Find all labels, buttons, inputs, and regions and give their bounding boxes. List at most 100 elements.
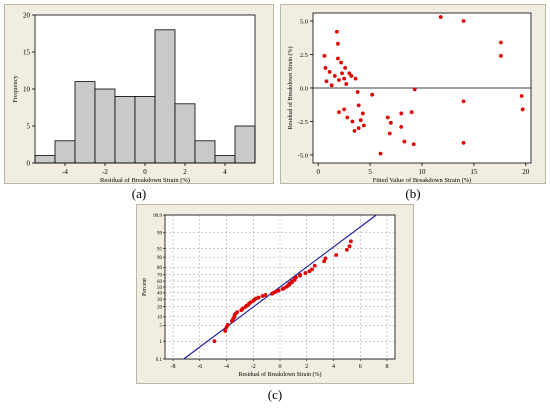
data-point — [298, 272, 302, 277]
y-tick-label: 5 — [27, 123, 31, 131]
histogram-bar — [114, 96, 136, 164]
data-point — [461, 19, 466, 23]
data-point — [347, 71, 352, 76]
data-point — [263, 293, 268, 297]
data-point — [225, 322, 230, 327]
x-tick-label: -8 — [171, 364, 176, 370]
x-tick-label: 0 — [279, 364, 282, 370]
y-tick-label: 60 — [157, 280, 163, 285]
y-tick-label: 80 — [157, 266, 163, 271]
histogram-bar — [234, 125, 256, 164]
data-point — [347, 244, 352, 249]
y-tick-label: 0 — [27, 160, 31, 168]
data-point — [388, 120, 393, 125]
data-point — [235, 310, 240, 315]
y-tick-label: 10 — [157, 316, 163, 321]
data-point — [411, 142, 416, 147]
y-tick-label: 0.1 — [156, 358, 163, 363]
y-tick-label: 99.9 — [153, 214, 162, 219]
data-point — [356, 103, 361, 108]
x-tick-label: -2 — [102, 168, 108, 176]
y-tick-label: 1 — [160, 340, 163, 345]
y-tick-label: 99 — [157, 232, 163, 237]
data-point — [399, 111, 404, 116]
data-point — [519, 94, 524, 98]
data-point — [370, 92, 375, 97]
y-axis-label: Residual of Breakdown Strain (%) — [287, 47, 294, 130]
data-point — [344, 247, 349, 252]
data-point — [336, 41, 340, 46]
data-point — [322, 53, 327, 58]
data-point — [303, 271, 308, 275]
histogram-bar — [174, 103, 196, 164]
y-tick-label: 2.5 — [300, 52, 308, 59]
data-point — [334, 253, 339, 257]
data-point — [342, 76, 347, 81]
histogram-bar — [54, 140, 76, 164]
data-point — [461, 99, 466, 104]
y-tick-label: -2.5 — [298, 119, 308, 126]
y-tick-label: 5.0 — [300, 19, 308, 26]
data-point — [343, 66, 348, 70]
data-point — [327, 70, 332, 74]
y-axis-label: Frequency — [12, 75, 19, 103]
data-point — [355, 90, 360, 94]
y-tick-label: 50 — [157, 286, 163, 291]
data-point — [323, 256, 328, 261]
histogram-bar — [134, 96, 156, 164]
data-point — [349, 74, 354, 78]
data-point — [323, 66, 328, 70]
data-point — [322, 259, 327, 264]
x-tick-label: 2 — [305, 364, 308, 370]
data-point — [310, 267, 314, 272]
panel-label-a: (a) — [131, 186, 147, 201]
data-point — [498, 53, 503, 58]
data-point — [498, 40, 503, 45]
residual-vs-fitted-panel: -5.0 -2.5 0.0 2.5 5.0 0 5 10 15 20 Fitted Value of… — [280, 4, 546, 184]
histogram-bar — [154, 29, 176, 164]
x-axis-label: Residual of Breakdown Strain (%) — [100, 177, 190, 184]
x-axis-label: Fitted Value of Breakdown Strain (%) — [373, 177, 472, 184]
y-tick-label: 0.0 — [300, 86, 308, 93]
y-tick-label: 20 — [157, 305, 163, 310]
x-tick-label: 4 — [332, 364, 335, 370]
y-tick-label: 20 — [23, 12, 31, 20]
y-tick-label: 70 — [157, 274, 163, 279]
y-tick-label: -5.0 — [298, 152, 308, 159]
data-point — [356, 126, 361, 131]
x-tick-label: 15 — [470, 168, 478, 176]
x-tick-label: 0 — [316, 168, 320, 176]
data-point — [402, 139, 407, 144]
x-tick-label: 5 — [368, 168, 372, 176]
histogram-bar — [94, 88, 116, 164]
y-tick-label: 40 — [157, 292, 163, 297]
histogram-bar — [214, 155, 236, 164]
data-point — [350, 119, 355, 124]
data-point — [337, 110, 341, 115]
data-point — [399, 124, 404, 129]
data-point — [256, 295, 261, 300]
y-tick-label: 95 — [157, 247, 163, 252]
data-point — [345, 115, 350, 120]
data-point — [358, 118, 363, 123]
data-point — [329, 83, 334, 88]
x-tick-label: 10 — [419, 168, 427, 176]
y-tick-label: 5 — [160, 324, 163, 329]
data-point — [520, 107, 525, 112]
data-point — [223, 328, 228, 333]
data-point — [344, 82, 349, 86]
histogram-bar — [34, 155, 56, 164]
x-tick-label: 4 — [223, 168, 227, 176]
x-tick-label: 8 — [385, 364, 388, 370]
data-point — [336, 56, 340, 61]
data-point — [307, 269, 312, 274]
data-point — [412, 87, 417, 92]
x-tick-label: 20 — [522, 168, 530, 176]
y-tick-label: 90 — [157, 256, 163, 261]
x-tick-label: 2 — [183, 168, 187, 176]
data-point — [353, 76, 358, 81]
histogram-panel: 0 5 10 15 20 -4 -2 0 2 4 Residual of Breakdown Str… — [4, 4, 274, 184]
x-tick-label: -6 — [197, 364, 202, 370]
x-tick-label: 0 — [143, 168, 147, 176]
